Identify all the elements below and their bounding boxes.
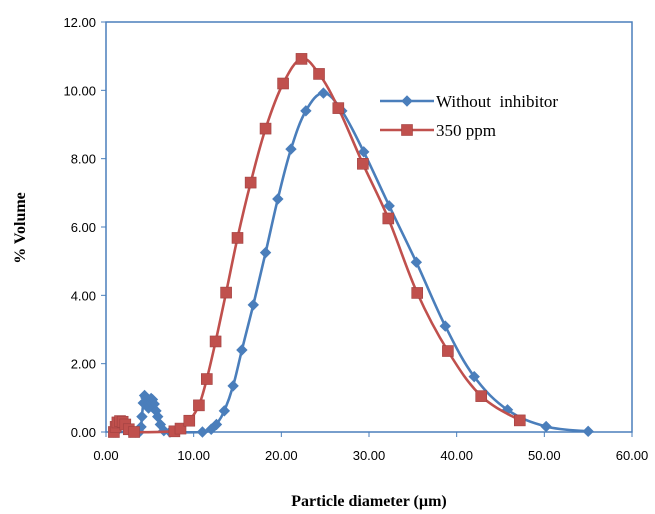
legend-label: 350 ppm [436,121,496,140]
x-tick-label: 10.00 [177,448,210,463]
data-point [332,102,345,114]
y-axis-title: % Volume [12,192,29,264]
series-layer [108,53,594,438]
y-tick-label: 6.00 [71,220,96,235]
legend-marker [401,95,413,107]
data-point [513,414,526,427]
data-point [358,146,370,158]
data-point [442,345,454,357]
data-point [174,422,187,435]
data-point [300,105,312,117]
data-point [272,193,284,205]
y-axis: 0.00 2.00 4.00 6.00 8.00 10.00 12.00 [63,15,106,440]
x-tick-label: 30.00 [353,448,386,463]
data-point [209,335,222,348]
data-point [247,299,259,311]
x-tick-label: 40.00 [440,448,473,463]
data-point [259,122,272,135]
data-point [475,390,488,402]
series-1 [108,87,594,438]
y-tick-label: 8.00 [71,152,96,167]
y-tick-label: 0.00 [71,425,96,440]
data-point [218,405,231,417]
data-point [317,87,330,99]
series-line [112,57,521,434]
x-tick-label: 60.00 [616,448,649,463]
data-point [357,157,369,170]
legend-item: 350 ppm [380,121,496,140]
data-point [410,256,423,268]
data-point [128,426,140,438]
data-point [210,418,223,431]
data-point [285,143,297,155]
x-tick-label: 20.00 [265,448,298,463]
y-tick-label: 12.00 [63,15,96,30]
x-tick-label: 50.00 [528,448,561,463]
x-axis-title: Particle diameter (µm) [291,493,447,510]
data-point [183,414,196,427]
data-point [193,399,205,412]
data-point [236,344,248,356]
y-tick-label: 10.00 [63,83,96,98]
data-point [227,380,239,392]
data-point [411,287,424,299]
data-point [220,286,232,299]
data-point [244,176,257,189]
data-point [196,426,209,438]
data-point [295,53,308,65]
data-point [439,320,451,332]
y-tick-label: 4.00 [71,288,96,303]
x-axis: 0.00 10.00 20.00 30.00 40.00 50.00 60.00 [93,432,648,463]
data-point [540,420,552,433]
data-point [259,246,272,259]
data-point [201,373,213,385]
legend-item: Without inhibitor [380,92,558,111]
data-point [468,370,480,383]
series-2 [108,53,526,438]
data-point [383,200,395,212]
x-tick-label: 0.00 [93,448,118,463]
data-point [382,212,395,225]
data-point [313,68,325,80]
y-tick-label: 2.00 [71,357,96,372]
plot-area-frame [105,21,633,433]
data-point [582,425,594,438]
data-point [136,410,148,423]
legend-label: Without inhibitor [436,92,558,111]
series-line [112,91,589,434]
data-point [277,77,289,90]
legend-marker [401,124,413,136]
data-point [231,232,244,244]
legend: Without inhibitor 350 ppm [380,92,558,140]
